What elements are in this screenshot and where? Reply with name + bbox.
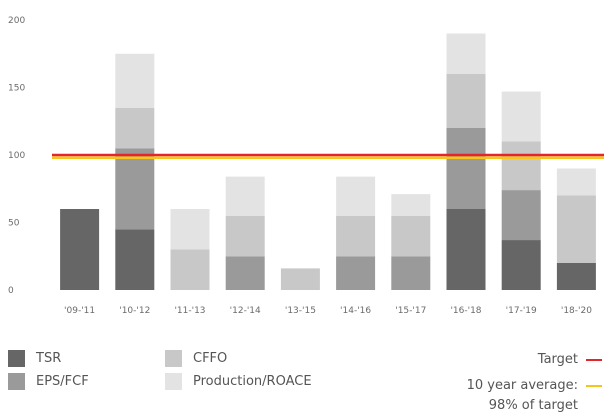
x-tick-label: '09-'11: [64, 306, 95, 316]
legend-item-eps-fcf: EPS/FCF: [8, 373, 89, 390]
bar-segment: [501, 91, 541, 142]
bar-segment: [446, 74, 486, 128]
legend-line-target: [586, 358, 602, 361]
legend-item-average: 10 year average:: [467, 378, 602, 393]
bar-segment: [60, 209, 100, 290]
legend-label-cffo: CFFO: [193, 351, 228, 366]
bar-segment: [501, 190, 541, 241]
legend-line-average: [586, 384, 602, 387]
bar-segment: [225, 256, 265, 290]
bar-segment: [115, 229, 155, 290]
bar-segment: [115, 107, 155, 149]
x-tick-label: '13-'15: [285, 306, 316, 316]
x-tick-label: '12-'14: [230, 306, 261, 316]
bar-segment: [336, 215, 376, 257]
legend-label-tsr: TSR: [36, 351, 62, 366]
bar-segment: [280, 268, 320, 290]
legend-label-target: Target: [537, 352, 578, 367]
legend-item-target: Target: [538, 352, 602, 367]
bar-segment: [336, 256, 376, 290]
bar-segment: [501, 141, 541, 191]
bar-segment: [115, 148, 155, 230]
bar-segment: [446, 209, 486, 290]
bar-segment: [391, 256, 431, 290]
legend-label-average: 10 year average:: [466, 378, 578, 393]
legend-label-eps-fcf: EPS/FCF: [36, 374, 89, 389]
bar-segment: [446, 33, 486, 74]
legend-item-tsr: TSR: [8, 350, 61, 367]
legend-label-production-roace: Production/ROACE: [193, 374, 312, 389]
legend-swatch-eps-fcf: [8, 373, 25, 390]
legend-label-average-sub: 98% of target: [488, 398, 578, 413]
bar-segment: [336, 176, 376, 216]
y-tick-label: 100: [8, 151, 25, 161]
x-tick-label: '14-'16: [340, 306, 371, 316]
legend-swatch-tsr: [8, 350, 25, 367]
bar-segment: [556, 263, 596, 290]
legend-swatch-production-roace: [165, 373, 182, 390]
bar-segment: [170, 249, 210, 290]
y-tick-label: 150: [8, 84, 25, 94]
x-tick-label: '18-'20: [561, 306, 592, 316]
x-tick-label: '16-'18: [450, 306, 481, 316]
bar-segment: [225, 215, 265, 257]
bar-segment: [391, 215, 431, 257]
stacked-bar-chart: 0 50 100 150 200 '09-'11 '10-'12 '11-'13 '12-'14…: [8, 16, 604, 316]
bar-segment: [556, 168, 596, 196]
x-tick-label: '15-'17: [395, 306, 426, 316]
bar-segment: [556, 195, 596, 263]
x-tick-label: '11-'13: [174, 306, 205, 316]
x-tick-label: '17-'19: [506, 306, 537, 316]
bar-segment: [501, 240, 541, 290]
legend-swatch-cffo: [165, 350, 182, 367]
x-tick-label: '10-'12: [119, 306, 150, 316]
y-tick-label: 0: [8, 286, 14, 296]
legend-item-cffo: CFFO: [165, 350, 227, 367]
bar-segment: [391, 194, 431, 216]
bar-segment: [446, 128, 486, 209]
y-tick-label: 50: [8, 219, 20, 229]
y-tick-label: 200: [8, 16, 25, 26]
legend-item-production-roace: Production/ROACE: [165, 373, 312, 390]
bar-segment: [115, 53, 155, 108]
bar-segment: [170, 209, 210, 250]
bar-segment: [225, 176, 265, 216]
